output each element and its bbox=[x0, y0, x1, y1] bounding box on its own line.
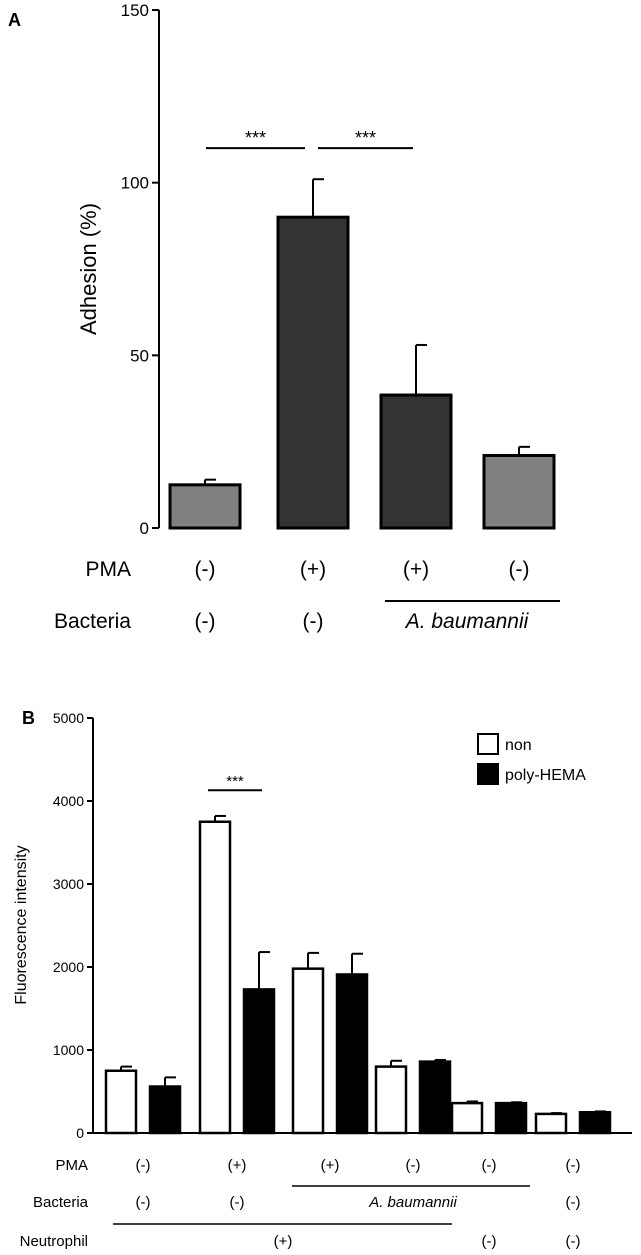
condition-row-label-b: Bacteria bbox=[33, 1194, 89, 1211]
panel-label-b: B bbox=[22, 708, 35, 728]
significance-label-a: *** bbox=[355, 128, 376, 148]
y-tick-label-a: 50 bbox=[130, 346, 149, 365]
bar-b bbox=[291, 967, 325, 1135]
condition-cell-a: (-) bbox=[195, 558, 216, 581]
significance-label-b: *** bbox=[226, 773, 244, 790]
bar-b bbox=[534, 1112, 568, 1135]
condition-row-label-b: PMA bbox=[55, 1157, 88, 1174]
y-tick-label-b: 0 bbox=[76, 1125, 84, 1141]
span-label-b-bacteria: A. baumannii bbox=[368, 1194, 457, 1211]
condition-row-label-a: Bacteria bbox=[54, 610, 131, 633]
bar-b bbox=[198, 820, 232, 1135]
span-label-a: A. baumannii bbox=[404, 610, 530, 633]
bar-b bbox=[578, 1111, 612, 1135]
bar-b bbox=[242, 988, 276, 1135]
bar-a bbox=[379, 393, 453, 530]
bar-a bbox=[482, 453, 556, 530]
legend-swatch-b bbox=[477, 733, 499, 755]
condition-row-label-b: Neutrophil bbox=[20, 1233, 88, 1250]
y-tick-label-a: 0 bbox=[140, 519, 149, 538]
condition-cell-a: (-) bbox=[303, 610, 324, 633]
condition-row-label-a: PMA bbox=[85, 558, 131, 581]
condition-cell-b: (-) bbox=[482, 1233, 497, 1250]
condition-cell-a: (+) bbox=[300, 558, 326, 581]
y-axis-title-a: Adhesion (%) bbox=[76, 203, 101, 335]
significance-label-a: *** bbox=[245, 128, 266, 148]
y-tick-label-b: 5000 bbox=[53, 710, 84, 726]
bar-b bbox=[450, 1101, 484, 1135]
y-tick-label-a: 100 bbox=[121, 174, 149, 193]
y-tick-label-b: 4000 bbox=[53, 793, 84, 809]
condition-cell-b: (+) bbox=[321, 1157, 340, 1174]
condition-cell-b: (-) bbox=[230, 1194, 245, 1211]
condition-cell-b: (-) bbox=[482, 1157, 497, 1174]
condition-cell-a: (-) bbox=[509, 558, 530, 581]
condition-cell-b: (-) bbox=[136, 1157, 151, 1174]
chart-b: 0 1000 2000 3000 4000 5000 Fluorescence intens… bbox=[13, 710, 632, 1250]
panel-label-a: A bbox=[8, 10, 21, 30]
y-tick-label-b: 3000 bbox=[53, 876, 84, 892]
condition-cell-b: (-) bbox=[406, 1157, 421, 1174]
condition-cell-a: (+) bbox=[403, 558, 429, 581]
bar-a bbox=[168, 483, 242, 530]
bar-b bbox=[148, 1085, 182, 1135]
bar-b bbox=[418, 1060, 452, 1135]
legend-swatch-b bbox=[477, 763, 499, 785]
condition-cell-a: (-) bbox=[195, 610, 216, 633]
y-tick-label-b: 1000 bbox=[53, 1042, 84, 1058]
y-tick-label-b: 2000 bbox=[53, 959, 84, 975]
chart-a: 0 50 100 150 Adhesion (%) *** *** PMA (-) (+) (+) (… bbox=[54, 1, 560, 633]
condition-cell-b: (-) bbox=[566, 1157, 581, 1174]
bar-b bbox=[494, 1101, 528, 1135]
bar-b bbox=[104, 1069, 138, 1135]
y-axis-title-b: Fluorescence intensity bbox=[13, 845, 30, 1004]
bar-a bbox=[276, 215, 350, 530]
condition-cell-b: (-) bbox=[136, 1194, 151, 1211]
legend-label-b: non bbox=[505, 737, 532, 754]
span-label-b-neutrophil: (+) bbox=[274, 1233, 293, 1250]
legend-label-b: poly-HEMA bbox=[505, 767, 586, 784]
condition-cell-b: (-) bbox=[566, 1233, 581, 1250]
y-tick-label-a: 150 bbox=[121, 1, 149, 20]
bar-b bbox=[335, 973, 369, 1135]
condition-cell-b: (-) bbox=[566, 1194, 581, 1211]
condition-cell-b: (+) bbox=[228, 1157, 247, 1174]
bar-b bbox=[374, 1065, 408, 1135]
